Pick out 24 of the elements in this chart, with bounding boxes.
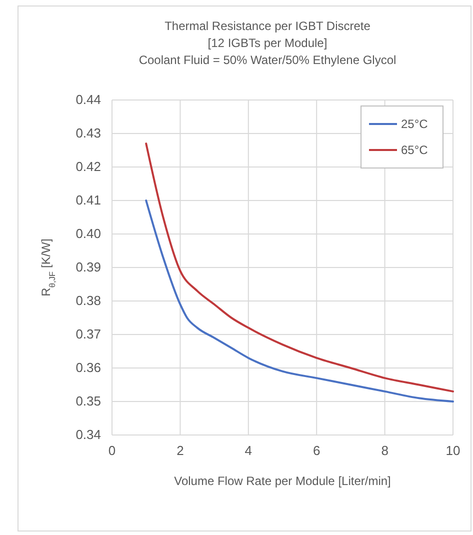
- x-tick-label: 4: [244, 443, 252, 458]
- legend-label: 65°C: [401, 143, 428, 157]
- y-tick-label: 0.39: [76, 260, 101, 275]
- x-tick-label: 8: [381, 443, 388, 458]
- y-tick-label: 0.37: [76, 326, 101, 342]
- y-tick-label: 0.40: [76, 226, 101, 242]
- legend-label: 25°C: [401, 117, 428, 131]
- y-tick-label: 0.35: [76, 394, 101, 409]
- line-series: [145, 200, 454, 402]
- x-tick-label: 6: [312, 443, 320, 458]
- y-tick-label: 0.43: [76, 126, 101, 141]
- y-tick-label: 0.38: [76, 293, 101, 308]
- x-tick-label: 0: [108, 443, 116, 458]
- y-tick-label: 0.41: [76, 192, 101, 208]
- chart-title: Thermal Resistance per IGBT Discrete: [164, 19, 371, 33]
- y-tick-label: 0.44: [76, 92, 101, 108]
- line-series: [145, 142, 454, 392]
- x-axis-title: Volume Flow Rate per Module [Liter/min]: [174, 474, 391, 488]
- x-tick-label: 2: [176, 443, 184, 458]
- y-tick-label: 0.36: [76, 360, 101, 376]
- x-tick-label: 10: [446, 443, 460, 458]
- y-tick-label: 0.34: [76, 427, 101, 442]
- y-tick-label: 0.42: [76, 159, 101, 174]
- chart-subtitle: [12 IGBTs per Module] Coolant Fluid = 50% Water/50% Ethylene Glycol: [138, 36, 396, 67]
